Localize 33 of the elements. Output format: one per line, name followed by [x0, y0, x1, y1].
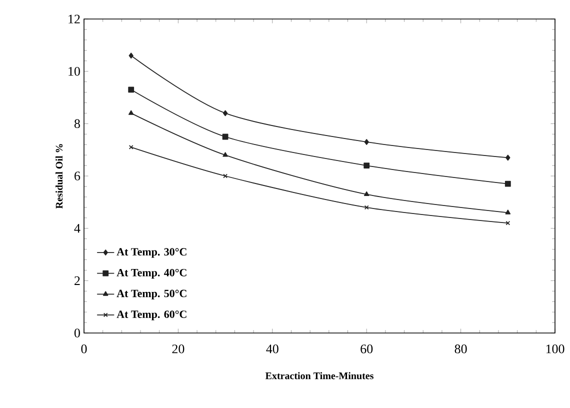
y-tick-label: 0	[74, 328, 80, 338]
point	[222, 134, 228, 140]
point	[504, 180, 511, 187]
x-tick-label: 100	[546, 344, 564, 354]
y-tick-label: 10	[68, 66, 80, 76]
legend-label: At Temp. 40°C	[116, 268, 186, 279]
x-axis-title: Extraction Time-Minutes	[265, 372, 374, 380]
y-axis-title: Residual Oil %	[56, 144, 63, 209]
y-tick-label: 6	[74, 172, 80, 180]
point	[222, 110, 228, 116]
x-tick-label: 40	[266, 344, 278, 354]
y-tick-label: 8	[74, 119, 80, 128]
x-tick-label: 0	[81, 344, 87, 354]
y-tick-label: 2	[74, 276, 80, 285]
point	[364, 139, 369, 145]
point	[223, 174, 228, 178]
point	[222, 152, 228, 157]
legend-label: At Temp. 60°C	[116, 310, 186, 320]
x-tick-label: 80	[454, 344, 467, 354]
point	[128, 86, 134, 93]
point	[364, 205, 369, 210]
point	[505, 210, 511, 214]
point	[364, 162, 370, 168]
point	[128, 52, 134, 59]
legend-label: At Temp. 50°C	[116, 290, 186, 300]
x-tick-label: 60	[360, 344, 373, 354]
legend-label: At Temp. 30°C	[116, 248, 186, 258]
point	[128, 110, 134, 115]
x-tick-label: 20	[172, 344, 184, 354]
y-tick-label: 4	[74, 224, 80, 233]
y-tick-label: 12	[68, 14, 80, 24]
point	[364, 191, 370, 196]
point	[506, 154, 510, 161]
